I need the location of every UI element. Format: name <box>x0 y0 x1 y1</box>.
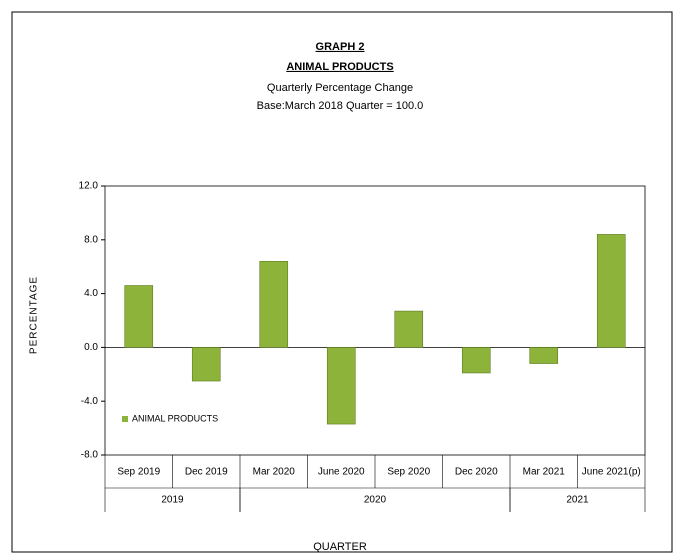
group-label: 2021 <box>566 495 589 506</box>
x-tick-label: Sep 2019 <box>117 467 160 478</box>
bar <box>529 347 559 364</box>
chart-title: GRAPH 2 <box>316 41 365 53</box>
y-tick-label: -8.0 <box>81 450 99 461</box>
x-tick-label: Mar 2020 <box>253 467 296 478</box>
x-tick-label: Dec 2020 <box>455 467 498 478</box>
x-tick-label: June 2020 <box>318 467 365 478</box>
x-tick-label: Mar 2021 <box>523 467 566 478</box>
bar <box>259 261 289 348</box>
bar <box>124 285 154 348</box>
frame <box>11 11 673 553</box>
y-tick-label: 12.0 <box>79 181 99 192</box>
chart-subtitle: Quarterly Percentage Change <box>267 82 413 94</box>
y-axis-label: PERCENTAGE <box>29 276 40 354</box>
bar <box>326 347 356 425</box>
y-tick-label: 0.0 <box>84 342 98 353</box>
x-tick-label: Sep 2020 <box>387 467 430 478</box>
x-tick-label: June 2021(p) <box>582 467 641 478</box>
bar <box>596 234 626 348</box>
y-tick-label: -4.0 <box>81 396 99 407</box>
chart-subtitle: Base:March 2018 Quarter = 100.0 <box>257 100 424 112</box>
bar <box>191 347 221 382</box>
chart-subtitle: ANIMAL PRODUCTS <box>286 61 393 73</box>
group-label: 2019 <box>161 495 184 506</box>
x-axis-label: QUARTER <box>313 541 367 553</box>
x-tick-label: Dec 2019 <box>185 467 228 478</box>
y-tick-label: 8.0 <box>84 234 98 245</box>
group-label: 2020 <box>364 495 387 506</box>
bar <box>461 347 491 374</box>
y-tick-label: 4.0 <box>84 288 98 299</box>
bar <box>394 310 424 348</box>
legend-label: ANIMAL PRODUCTS <box>132 413 218 423</box>
legend-swatch <box>122 416 128 422</box>
